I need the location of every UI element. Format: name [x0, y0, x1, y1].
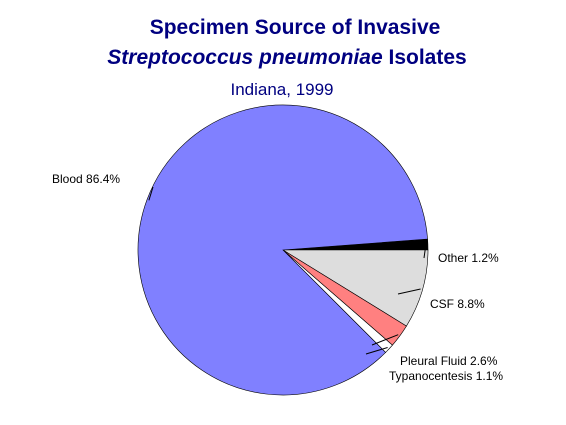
chart-subtitle: Indiana, 1999 [230, 80, 333, 99]
pie-slices [137, 104, 429, 396]
slice-label-blood: Blood 86.4% [52, 172, 120, 186]
leader-line-typanocentesis [365, 347, 388, 355]
pie-slice-blood [137, 104, 428, 396]
chart-title-line2: Streptococcus pneumoniae Isolates [107, 46, 466, 69]
leader-line-blood [148, 186, 154, 201]
chart-title-line1: Specimen Source of Invasive [150, 16, 441, 39]
pie-labels: Other 1.2% CSF 8.8% Pleural Fluid 2.6%Typa… [52, 172, 503, 383]
slice-label-csf: CSF 8.8% [430, 297, 485, 311]
leader-line-pleural-fluid [371, 334, 399, 346]
chart-title-organism: Streptococcus pneumoniae [107, 46, 383, 69]
leader-line-csf [397, 288, 421, 295]
slice-label-other: Other 1.2% [438, 251, 499, 265]
chart-title-suffix: Isolates [383, 46, 467, 69]
slice-label-typanocentesis: Typanocentesis 1.1% [389, 369, 503, 383]
slice-label-pleural-fluid: Pleural Fluid 2.6% [400, 354, 498, 368]
leader-line-other [423, 244, 427, 259]
